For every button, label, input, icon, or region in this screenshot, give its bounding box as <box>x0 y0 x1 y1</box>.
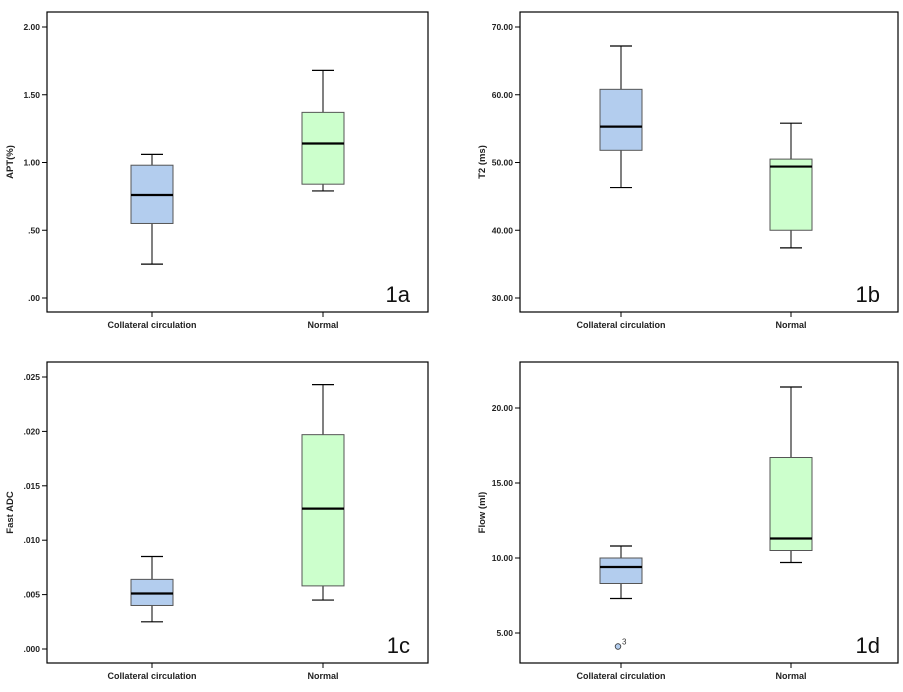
box-collateral <box>130 555 174 623</box>
x-category-label: Collateral circulation <box>107 671 196 681</box>
x-category-label: Collateral circulation <box>107 320 196 330</box>
y-axis-label: APT(%) <box>5 145 16 179</box>
iqr-box <box>599 88 643 151</box>
box-normal <box>769 122 813 249</box>
plot-frame <box>519 361 899 664</box>
y-tick-label: 70.00 <box>492 22 514 32</box>
y-tick-label: 15.00 <box>492 478 514 488</box>
y-tick-label: 5.00 <box>496 628 513 638</box>
panel-label: 1c <box>387 633 410 658</box>
x-category-label: Normal <box>307 671 338 681</box>
iqr-box <box>769 158 813 231</box>
y-tick-label: .015 <box>23 481 40 491</box>
y-tick-label: .000 <box>23 644 40 654</box>
x-category-label: Normal <box>775 671 806 681</box>
box-collateral: 3 <box>599 545 643 650</box>
x-category-label: Normal <box>775 320 806 330</box>
panel-1c: .000 .005 .010 .015 .020 .025 Collateral circu… <box>5 361 429 681</box>
y-tick-label: 2.00 <box>23 22 40 32</box>
y-axis-label: T2 (ms) <box>477 145 488 179</box>
box-normal <box>301 69 345 192</box>
y-tick-label: .005 <box>23 590 40 600</box>
panel-label: 1b <box>856 282 880 307</box>
iqr-box <box>769 457 813 551</box>
y-tick-label: 20.00 <box>492 403 514 413</box>
plot-frame <box>46 11 429 313</box>
box-collateral <box>599 45 643 189</box>
y-tick-label: 1.50 <box>23 90 40 100</box>
y-tick-label: 60.00 <box>492 90 514 100</box>
x-category-label: Collateral circulation <box>576 320 665 330</box>
y-tick-label: 40.00 <box>492 225 514 235</box>
y-tick-label: 50.00 <box>492 158 514 168</box>
y-axis-label: Fast ADC <box>5 491 16 534</box>
y-tick-label: 10.00 <box>492 553 514 563</box>
y-tick-label: .00 <box>28 293 40 303</box>
outlier-point <box>614 643 622 650</box>
iqr-box <box>301 111 345 185</box>
y-tick-label: .025 <box>23 372 40 382</box>
iqr-box <box>599 557 643 584</box>
box-collateral <box>130 153 174 265</box>
x-category-label: Collateral circulation <box>576 671 665 681</box>
box-normal <box>301 384 345 601</box>
y-tick-label: 1.00 <box>23 158 40 168</box>
outlier-label: 3 <box>622 638 627 647</box>
panel-1a: .00 .50 1.00 1.50 2.00 Collateral circulation… <box>5 11 429 330</box>
panel-label: 1a <box>386 282 411 307</box>
iqr-box <box>301 434 345 587</box>
y-axis-label: Flow (ml) <box>477 492 488 534</box>
y-tick-label: .50 <box>28 225 40 235</box>
plot-frame <box>519 11 899 313</box>
y-tick-label: .010 <box>23 535 40 545</box>
y-tick-label: .020 <box>23 426 40 436</box>
panel-label: 1d <box>856 633 880 658</box>
x-category-label: Normal <box>307 320 338 330</box>
panel-1d: 5.00 10.00 15.00 20.00 Collateral circulatio… <box>477 361 899 681</box>
plot-frame <box>46 361 429 664</box>
panel-1b: 30.00 40.00 50.00 60.00 70.00 Collateral circ… <box>477 11 899 330</box>
box-normal <box>769 386 813 564</box>
y-tick-label: 30.00 <box>492 293 514 303</box>
